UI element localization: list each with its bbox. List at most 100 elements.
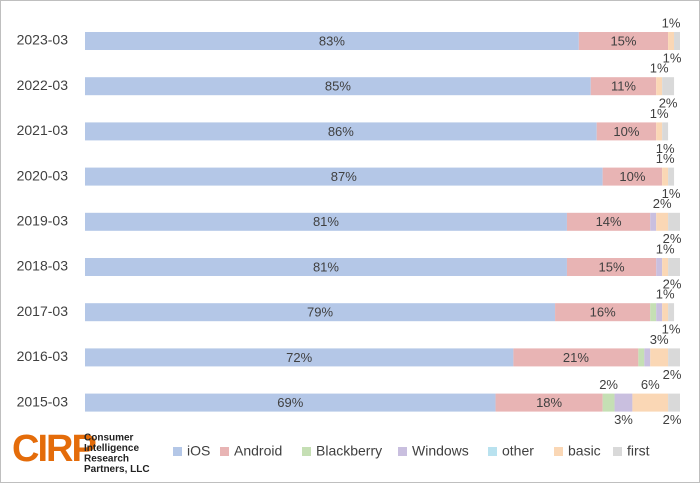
bar-segment bbox=[668, 167, 675, 186]
logo-line: Intelligence bbox=[84, 443, 139, 454]
logo-line: Partners, LLC bbox=[84, 464, 150, 475]
logo-line: Consumer bbox=[84, 433, 134, 444]
value-label: 3% bbox=[650, 332, 669, 347]
value-label: 1% bbox=[650, 106, 669, 121]
bar-segment bbox=[85, 122, 597, 141]
bar-segment bbox=[650, 303, 657, 322]
value-label: 79% bbox=[307, 305, 333, 320]
legend-label: Blackberry bbox=[316, 443, 382, 459]
logo-line: Research bbox=[84, 454, 129, 465]
value-label: 86% bbox=[328, 124, 354, 139]
legend-swatch bbox=[173, 447, 182, 456]
value-label: 1% bbox=[656, 287, 675, 302]
value-label: 1% bbox=[662, 186, 681, 201]
bar-segment bbox=[590, 77, 657, 96]
value-label: 15% bbox=[599, 259, 625, 274]
bar-segment bbox=[668, 348, 680, 367]
value-label: 1% bbox=[656, 241, 675, 256]
bar-segment bbox=[650, 348, 669, 367]
value-label: 2% bbox=[659, 96, 678, 111]
bar-segment bbox=[495, 393, 603, 412]
value-label: 2% bbox=[663, 276, 682, 291]
y-tick-label: 2020-03 bbox=[17, 167, 69, 183]
bar-segment bbox=[85, 348, 514, 367]
bar-segment bbox=[85, 393, 496, 412]
bar-segment bbox=[662, 258, 669, 276]
bar-segment bbox=[513, 348, 639, 367]
bar-segment bbox=[602, 167, 663, 186]
bar-segment bbox=[602, 393, 615, 412]
bar-segment bbox=[566, 212, 651, 231]
y-tick-label: 2016-03 bbox=[17, 348, 69, 364]
value-label: 81% bbox=[313, 214, 339, 229]
bar-segment bbox=[662, 77, 675, 96]
bar-segment bbox=[85, 212, 567, 231]
value-label: 72% bbox=[286, 350, 312, 365]
value-label: 1% bbox=[656, 151, 675, 166]
value-label: 3% bbox=[614, 412, 633, 427]
bar-segment bbox=[662, 167, 669, 186]
legend-swatch bbox=[613, 447, 622, 456]
legend-swatch bbox=[398, 447, 407, 456]
y-tick-label: 2018-03 bbox=[17, 258, 69, 274]
legend-swatch bbox=[220, 447, 229, 456]
bar-segment bbox=[638, 348, 645, 367]
y-tick-label: 2015-03 bbox=[17, 393, 69, 409]
value-label: 1% bbox=[663, 50, 682, 65]
bar-segment bbox=[85, 167, 603, 186]
bar-segment bbox=[662, 303, 669, 322]
bar-segment bbox=[85, 303, 556, 322]
bar-segment bbox=[668, 303, 675, 322]
legend-swatch bbox=[554, 447, 563, 456]
value-label: 1% bbox=[662, 322, 681, 337]
legend-swatch bbox=[488, 447, 497, 456]
value-label: 6% bbox=[641, 377, 660, 392]
legend-label: Android bbox=[234, 443, 282, 459]
value-label: 2% bbox=[663, 412, 682, 427]
value-label: 16% bbox=[590, 305, 616, 320]
bar-segment bbox=[668, 393, 680, 412]
value-label: 69% bbox=[277, 395, 303, 410]
bar-segment bbox=[668, 212, 680, 231]
value-label: 87% bbox=[331, 169, 357, 184]
bar-segment bbox=[85, 77, 591, 96]
legend-label: other bbox=[502, 443, 534, 459]
y-tick-label: 2023-03 bbox=[17, 32, 69, 48]
value-label: 1% bbox=[656, 141, 675, 156]
value-label: 81% bbox=[313, 259, 339, 274]
bar-segment bbox=[555, 303, 651, 322]
value-label: 14% bbox=[596, 214, 622, 229]
bar-segment bbox=[632, 393, 669, 412]
y-tick-label: 2022-03 bbox=[17, 77, 69, 93]
value-label: 1% bbox=[650, 61, 669, 76]
bar-segment bbox=[668, 32, 675, 50]
value-label: 10% bbox=[613, 124, 639, 139]
bar-segment bbox=[656, 303, 663, 322]
bar-segment bbox=[85, 258, 567, 276]
legend-label: iOS bbox=[187, 443, 210, 459]
bar-segment bbox=[656, 258, 663, 276]
value-label: 18% bbox=[536, 395, 562, 410]
value-label: 15% bbox=[610, 33, 636, 48]
bar-segment bbox=[656, 77, 663, 96]
bar-segment bbox=[656, 122, 663, 141]
y-tick-label: 2021-03 bbox=[17, 122, 69, 138]
value-label: 2% bbox=[663, 367, 682, 382]
bar-segment bbox=[578, 32, 669, 50]
bar-segment bbox=[668, 258, 680, 276]
bar-segment bbox=[85, 32, 579, 50]
legend-swatch bbox=[302, 447, 311, 456]
bar-segment bbox=[614, 393, 633, 412]
value-label: 2% bbox=[599, 377, 618, 392]
bar-segment bbox=[674, 32, 680, 50]
bar-segment bbox=[644, 348, 651, 367]
value-label: 1% bbox=[662, 15, 681, 30]
logo-mark: CIRP bbox=[12, 428, 96, 470]
value-label: 85% bbox=[325, 79, 351, 94]
value-label: 2% bbox=[663, 231, 682, 246]
value-label: 83% bbox=[319, 33, 345, 48]
value-label: 21% bbox=[563, 350, 589, 365]
bar-segment bbox=[656, 212, 669, 231]
y-tick-label: 2017-03 bbox=[17, 303, 69, 319]
bar-segment bbox=[650, 212, 657, 231]
